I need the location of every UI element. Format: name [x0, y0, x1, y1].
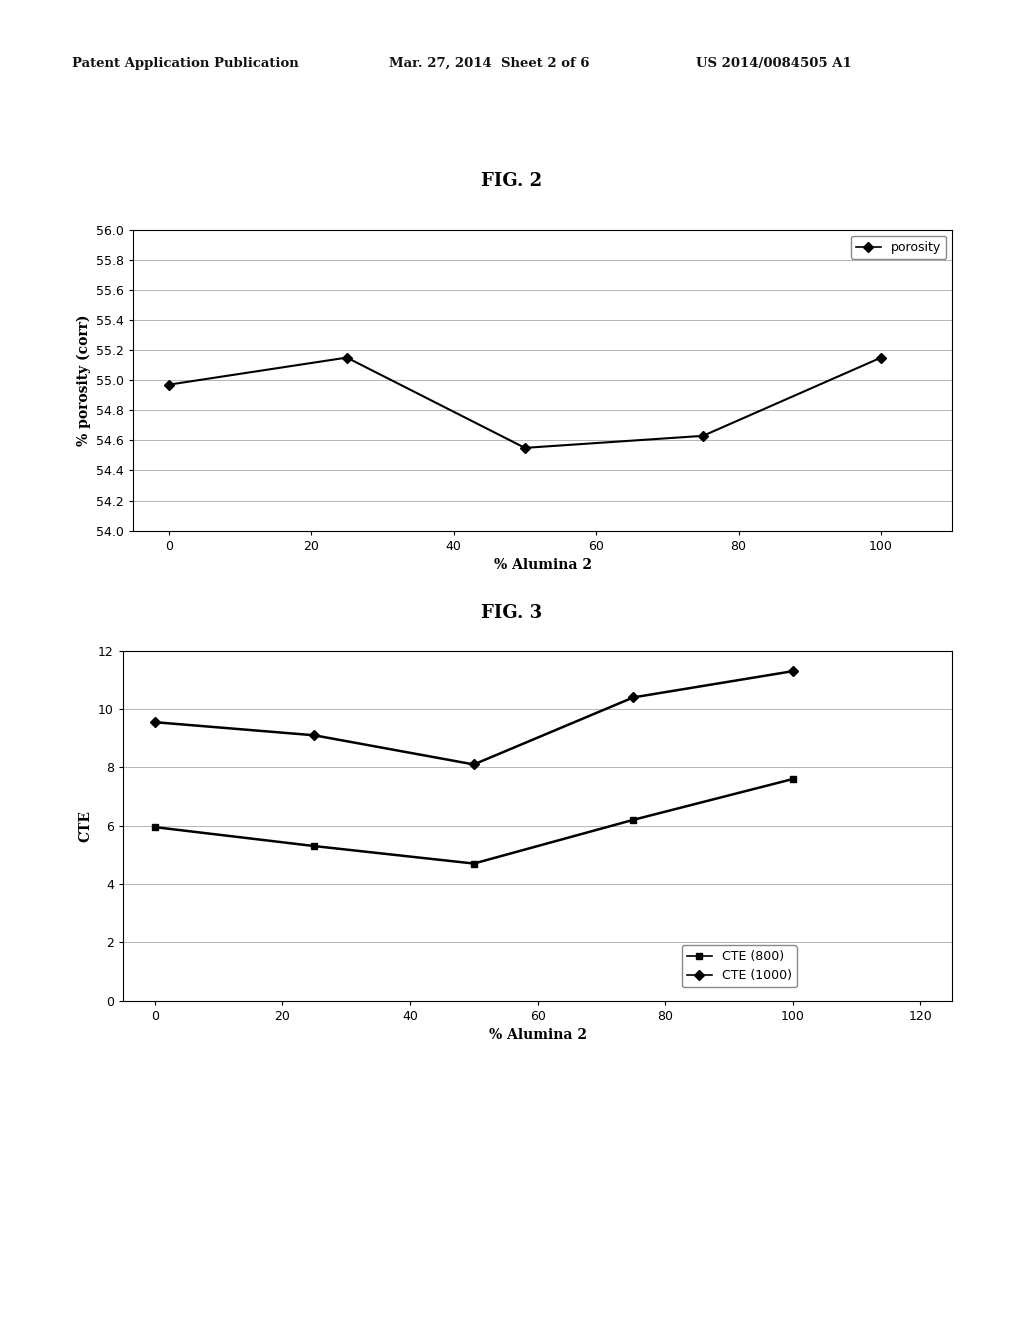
X-axis label: % Alumina 2: % Alumina 2 [494, 558, 592, 573]
CTE (800) [148, 820, 161, 836]
CTE (800) [786, 771, 799, 787]
CTE (800) [468, 855, 480, 871]
Line: CTE (1000): CTE (1000) [152, 668, 797, 768]
Text: US 2014/0084505 A1: US 2014/0084505 A1 [696, 57, 852, 70]
X-axis label: % Alumina 2: % Alumina 2 [488, 1028, 587, 1043]
Y-axis label: CTE: CTE [79, 809, 92, 842]
Legend: CTE (800), CTE (1000): CTE (800), CTE (1000) [682, 945, 797, 987]
CTE (800) [627, 812, 639, 828]
CTE (1000) [627, 689, 639, 705]
CTE (1000) [786, 663, 799, 678]
CTE (1000) [148, 714, 161, 730]
CTE (800) [308, 838, 321, 854]
Text: FIG. 3: FIG. 3 [481, 603, 543, 622]
Text: FIG. 2: FIG. 2 [481, 172, 543, 190]
Text: Mar. 27, 2014  Sheet 2 of 6: Mar. 27, 2014 Sheet 2 of 6 [389, 57, 590, 70]
Legend: porosity: porosity [851, 236, 946, 259]
Line: CTE (800): CTE (800) [152, 776, 797, 867]
CTE (1000) [308, 727, 321, 743]
Y-axis label: % porosity (corr): % porosity (corr) [76, 314, 90, 446]
CTE (1000) [468, 756, 480, 772]
Text: Patent Application Publication: Patent Application Publication [72, 57, 298, 70]
